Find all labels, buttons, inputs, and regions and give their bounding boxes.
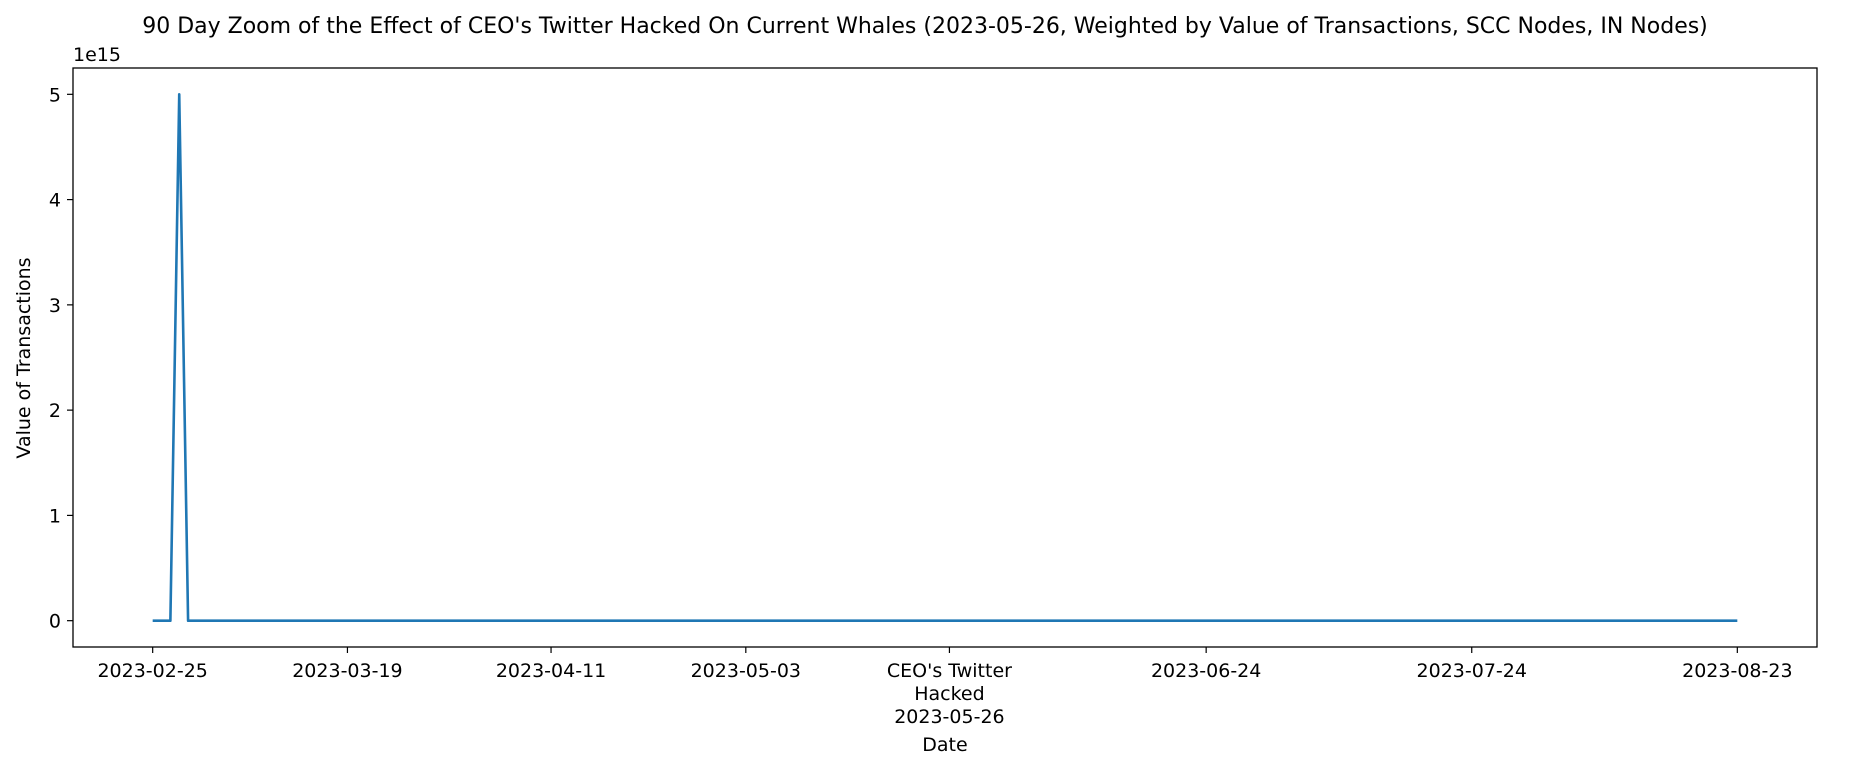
y-tick-label: 4 xyxy=(49,190,61,212)
x-tick-label: 2023-06-24 xyxy=(1151,660,1261,682)
y-tick-label: 5 xyxy=(49,84,61,106)
x-tick-label: 2023-05-03 xyxy=(691,660,801,682)
plot-area xyxy=(72,67,1818,648)
y-tick-label: 1 xyxy=(49,505,61,527)
x-tick-label: 2023-04-11 xyxy=(496,660,606,682)
x-tick-label: 2023-07-24 xyxy=(1417,660,1527,682)
chart-title: 90 Day Zoom of the Effect of CEO's Twitt… xyxy=(142,14,1708,39)
x-axis-ticks: 2023-02-25 2023-03-19 2023-04-11 2023-05-03… xyxy=(97,647,1793,728)
x-axis-label: Date xyxy=(922,734,967,756)
y-tick-label: 0 xyxy=(49,611,61,633)
series-layer xyxy=(152,93,1738,622)
x-tick-label: 2023-02-25 xyxy=(97,660,207,682)
x-tick-label: CEO's Twitter Hacked 2023-05-26 xyxy=(887,660,1012,728)
x-tick-label: 2023-03-19 xyxy=(292,660,402,682)
y-tick-label: 2 xyxy=(49,400,61,422)
series-line xyxy=(152,93,1738,622)
y-tick-label: 3 xyxy=(49,295,61,317)
x-tick-label: 2023-08-23 xyxy=(1682,660,1792,682)
y-axis-ticks: 0 1 2 3 4 5 xyxy=(49,84,73,633)
y-axis-offset-text: 1e15 xyxy=(73,44,121,66)
y-axis-label: Value of Transactions xyxy=(13,257,35,458)
